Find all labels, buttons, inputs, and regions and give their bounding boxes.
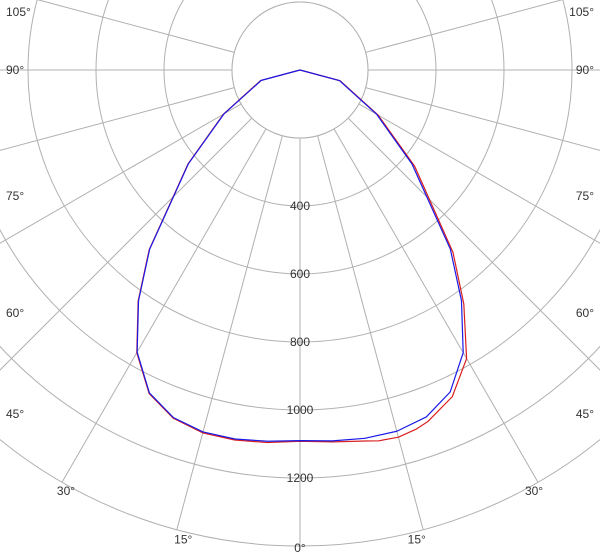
angle-label: 105°: [569, 5, 594, 19]
angle-label: 105°: [6, 5, 31, 19]
angle-label: 45°: [576, 407, 594, 421]
angle-label: 30°: [57, 484, 75, 498]
angle-label: 15°: [174, 533, 192, 547]
radial-label: 600: [290, 267, 310, 281]
grid-spoke: [177, 70, 300, 530]
angle-label: 75°: [6, 189, 24, 203]
angle-label: 30°: [525, 484, 543, 498]
radial-label: 1200: [287, 471, 314, 485]
angle-label: 60°: [576, 306, 594, 320]
angle-label: 0°: [294, 541, 306, 555]
angle-label: 90°: [6, 63, 24, 77]
radial-label: 1000: [287, 403, 314, 417]
radial-label: 400: [290, 199, 310, 213]
angle-label: 75°: [576, 189, 594, 203]
grid-spoke: [62, 70, 300, 482]
angle-label: 45°: [6, 407, 24, 421]
grid-spoke: [300, 70, 423, 530]
radial-label: 800: [290, 335, 310, 349]
polar-chart: 400 600 800 1000 1200 105° 105° 90° 90° 75° 75° 60°…: [0, 0, 600, 556]
angle-label: 15°: [408, 533, 426, 547]
angle-label: 90°: [576, 63, 594, 77]
angle-label: 60°: [6, 306, 24, 320]
